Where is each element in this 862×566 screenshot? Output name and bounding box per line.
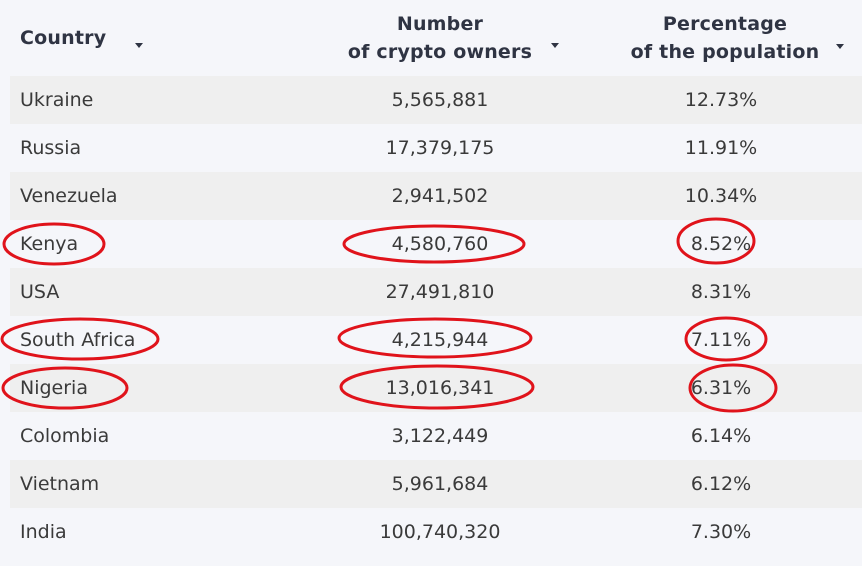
cell-owners: 4,215,944 — [391, 329, 489, 351]
column-header-owners-line2: of crypto owners — [347, 41, 533, 63]
cell-percentage: 12.73% — [684, 89, 758, 111]
cell-owners: 3,122,449 — [391, 425, 489, 447]
cell-percentage: 11.91% — [684, 137, 758, 159]
table-body: Ukraine 5,565,881 12.73% Russia 17,379,1… — [10, 76, 862, 556]
table-header: Country Number of crypto owners Percenta… — [10, 0, 862, 76]
cell-owners: 100,740,320 — [379, 521, 501, 543]
cell-country: Ukraine — [20, 89, 94, 111]
column-header-country-label: Country — [20, 27, 107, 49]
cell-country: India — [20, 521, 67, 543]
cell-owners: 13,016,341 — [385, 377, 495, 399]
cell-country: Venezuela — [20, 185, 118, 207]
cell-percentage: 7.30% — [690, 521, 752, 543]
cell-country: Colombia — [20, 425, 110, 447]
cell-percentage: 8.31% — [690, 281, 752, 303]
table-row: Kenya 4,580,760 8.52% — [10, 220, 862, 268]
crypto-owners-table: Country Number of crypto owners Percenta… — [10, 0, 862, 566]
cell-owners: 2,941,502 — [391, 185, 489, 207]
cell-percentage: 8.52% — [690, 233, 752, 255]
cell-percentage: 10.34% — [684, 185, 758, 207]
sort-caret-down-icon[interactable] — [551, 43, 559, 48]
cell-country: Nigeria — [20, 377, 88, 399]
cell-percentage: 6.12% — [690, 473, 752, 495]
column-header-owners[interactable]: Number of crypto owners — [310, 0, 570, 76]
table-row: Colombia 3,122,449 6.14% — [10, 412, 862, 460]
cell-country: Russia — [20, 137, 82, 159]
cell-owners: 4,580,760 — [391, 233, 489, 255]
cell-percentage: 6.31% — [690, 377, 752, 399]
cell-owners: 5,565,881 — [391, 89, 489, 111]
cell-country: USA — [20, 281, 60, 303]
cell-owners: 17,379,175 — [385, 137, 495, 159]
cell-percentage: 6.14% — [690, 425, 752, 447]
table-row: South Africa 4,215,944 7.11% — [10, 316, 862, 364]
table-row: USA 27,491,810 8.31% — [10, 268, 862, 316]
table-row: Vietnam 5,961,684 6.12% — [10, 460, 862, 508]
table-row: India 100,740,320 7.30% — [10, 508, 862, 556]
table-row: Ukraine 5,565,881 12.73% — [10, 76, 862, 124]
column-header-percentage[interactable]: Percentage of the population — [600, 0, 850, 76]
table-row: Nigeria 13,016,341 6.31% — [10, 364, 862, 412]
column-header-pct-line1: Percentage — [662, 13, 788, 35]
cell-owners: 5,961,684 — [391, 473, 489, 495]
table-row: Russia 17,379,175 11.91% — [10, 124, 862, 172]
cell-country: South Africa — [20, 329, 136, 351]
sort-caret-down-icon[interactable] — [836, 44, 844, 49]
cell-percentage: 7.11% — [690, 329, 752, 351]
cell-owners: 27,491,810 — [385, 281, 495, 303]
sort-caret-down-icon[interactable] — [135, 43, 143, 48]
cell-country: Vietnam — [20, 473, 100, 495]
column-header-country[interactable]: Country — [20, 0, 320, 76]
column-header-pct-line2: of the population — [630, 41, 820, 63]
column-header-owners-line1: Number — [396, 13, 484, 35]
cell-country: Kenya — [20, 233, 79, 255]
table-row: Venezuela 2,941,502 10.34% — [10, 172, 862, 220]
